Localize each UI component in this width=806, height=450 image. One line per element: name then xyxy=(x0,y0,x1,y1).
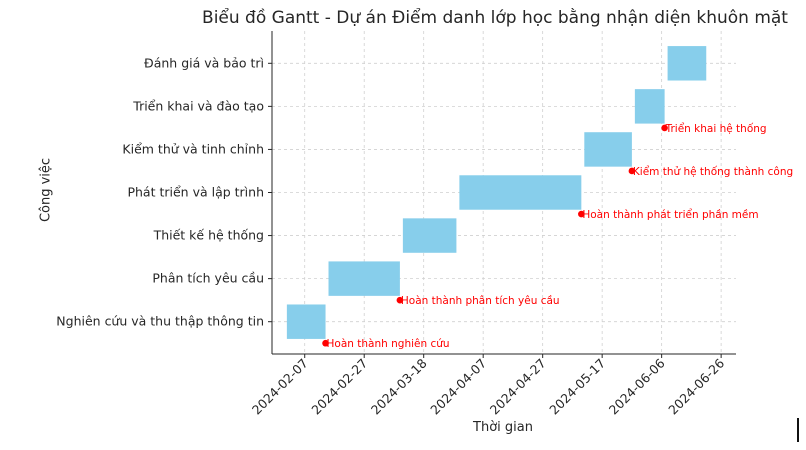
milestone-marker xyxy=(628,167,636,175)
text-cursor xyxy=(797,418,799,442)
chart-title: Biểu đồ Gantt - Dự án Điểm danh lớp học … xyxy=(202,8,788,28)
milestone-label: Hoàn thành phát triển phần mềm xyxy=(582,208,758,221)
task-bar xyxy=(634,89,665,124)
x-tick-label: 2024-02-27 xyxy=(308,356,370,418)
task-bar xyxy=(402,218,457,253)
y-tick-label: Nghiên cứu và thu thập thông tin xyxy=(56,314,264,329)
milestone-marker xyxy=(661,124,668,132)
task-bar xyxy=(328,261,400,296)
milestone-label: Hoàn thành nghiên cứu xyxy=(327,338,450,350)
y-tick-label: Phân tích yêu cầu xyxy=(152,271,264,286)
x-axis-label: Thời gian xyxy=(473,420,533,435)
milestone-marker xyxy=(578,210,585,218)
task-bar xyxy=(667,46,707,81)
milestone-label: Kiểm thử hệ thống thành công xyxy=(633,165,793,178)
y-tick-label: Kiểm thử và tinh chỉnh xyxy=(122,141,264,156)
milestone-marker xyxy=(396,296,404,304)
x-tick-label: 2024-06-06 xyxy=(606,355,668,417)
milestone-marker xyxy=(322,339,329,347)
milestone-label: Triển khai hệ thống xyxy=(665,122,767,135)
task-bar xyxy=(286,304,326,339)
task-bar xyxy=(459,175,582,210)
y-tick-label: Phát triển và lập trình xyxy=(127,185,264,200)
x-tick-label: 2024-03-18 xyxy=(368,355,430,417)
milestone-label: Hoàn thành phân tích yêu cầu xyxy=(401,295,560,307)
x-tick-label: 2024-05-17 xyxy=(546,356,608,418)
y-tick-label: Thiết kế hệ thống xyxy=(153,228,264,243)
x-tick-label: 2024-04-07 xyxy=(427,356,489,418)
x-tick-label: 2024-02-07 xyxy=(249,356,311,418)
y-tick-label: Đánh giá và bảo trì xyxy=(144,55,264,70)
x-tick-label: 2024-06-26 xyxy=(665,355,727,417)
task-bar xyxy=(584,132,632,167)
y-tick-label: Triển khai và đào tạo xyxy=(132,98,264,113)
x-tick-label: 2024-04-27 xyxy=(487,356,549,418)
